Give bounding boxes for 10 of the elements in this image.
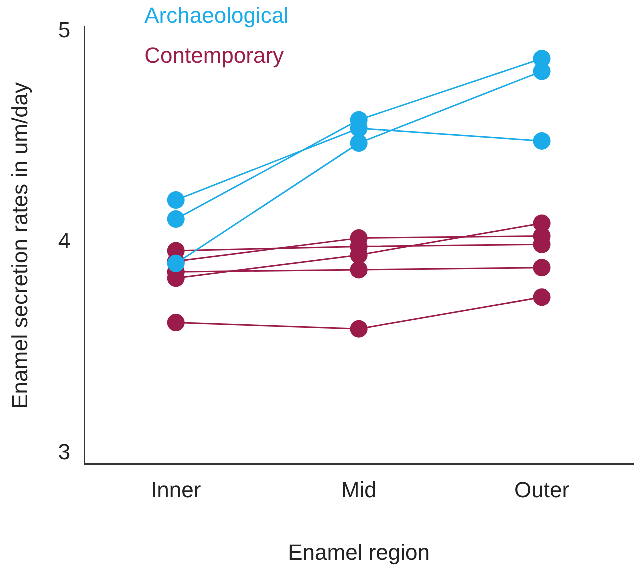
x-tick-label: Mid	[341, 477, 377, 502]
x-axis-title: Enamel region	[288, 540, 430, 565]
y-axis-title: Enamel secretion rates in um/day	[7, 82, 32, 409]
x-tick-label: Outer	[514, 477, 570, 502]
text: Archaeological	[144, 3, 289, 28]
x-tick-label: Inner	[151, 477, 202, 502]
text: Contemporary	[144, 43, 284, 68]
y-tick-label: 4	[58, 228, 71, 254]
y-tick-label: 5	[58, 17, 71, 42]
y-tick-label: 3	[58, 440, 71, 465]
